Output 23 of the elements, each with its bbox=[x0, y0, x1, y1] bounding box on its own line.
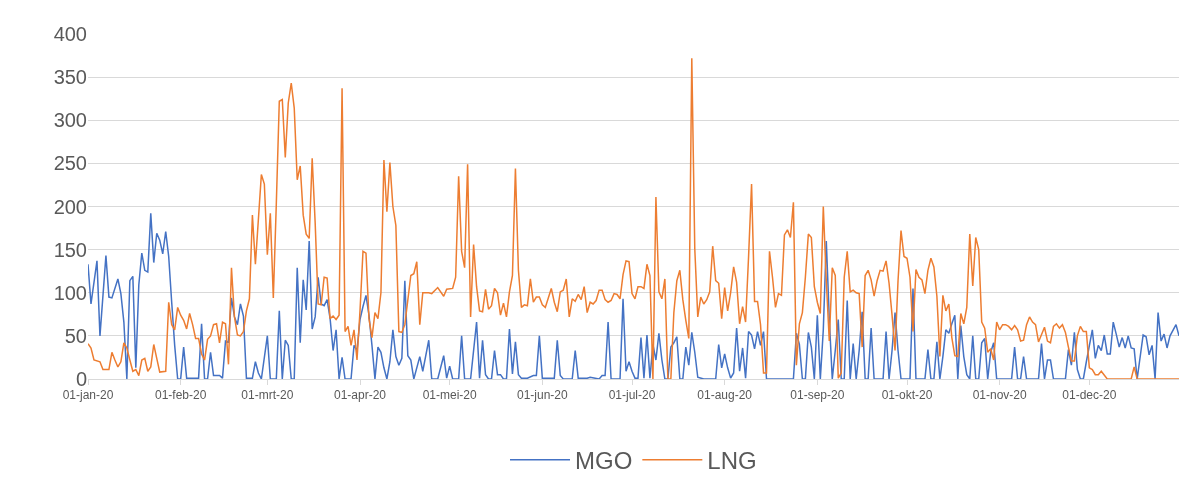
x-tick-label: 01-jul-20 bbox=[608, 388, 656, 403]
x-tick-label: 01-sep-20 bbox=[790, 388, 845, 403]
x-tick-label: 01-feb-20 bbox=[154, 388, 207, 403]
y-tick-label: 300 bbox=[53, 109, 87, 132]
y-tick-label: 50 bbox=[64, 324, 87, 347]
x-tick-label: 01-mei-20 bbox=[422, 388, 477, 403]
x-tick-label: 01-mrt-20 bbox=[241, 388, 294, 403]
x-tick-label: 01-okt-20 bbox=[881, 388, 933, 403]
y-tick-label: 150 bbox=[53, 238, 87, 261]
legend-label: MGO bbox=[575, 447, 633, 475]
x-tick-label: 01-jan-20 bbox=[62, 388, 114, 403]
y-tick-label: 200 bbox=[53, 195, 87, 218]
x-tick-label: 01-dec-20 bbox=[1062, 388, 1117, 403]
y-tick-label: 250 bbox=[53, 152, 87, 175]
y-tick-label: 100 bbox=[53, 281, 87, 304]
x-tick-label: 01-apr-20 bbox=[333, 388, 387, 403]
legend-label: LNG bbox=[707, 447, 757, 475]
y-tick-label: 350 bbox=[53, 66, 87, 89]
x-tick-label: 01-jun-20 bbox=[516, 388, 569, 403]
x-tick-label: 01-nov-20 bbox=[972, 388, 1027, 403]
x-tick-label: 01-aug-20 bbox=[697, 388, 753, 403]
y-tick-label: 400 bbox=[53, 23, 87, 45]
y-tick-label: 0 bbox=[75, 368, 87, 390]
